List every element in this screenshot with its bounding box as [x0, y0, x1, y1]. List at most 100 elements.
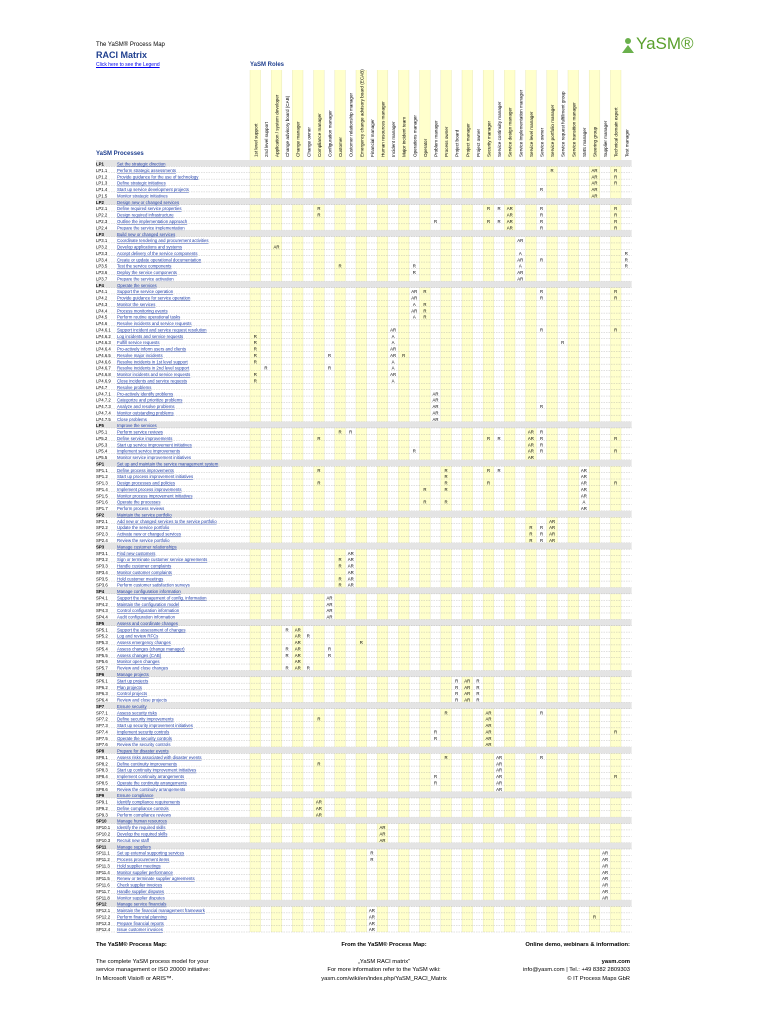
process-name[interactable]: Perform customer satisfaction surveys	[117, 583, 190, 588]
process-name[interactable]: Control configuration information	[117, 608, 180, 613]
process-name[interactable]: Assess emergency changes	[117, 640, 171, 645]
process-name[interactable]: Monitor service improvement initiatives	[117, 455, 191, 460]
process-name[interactable]: Design processes and policies	[117, 481, 175, 486]
process-name[interactable]: Hold supplier meetings	[117, 863, 161, 868]
process-name[interactable]: Design new or changed services	[117, 200, 179, 205]
process-name[interactable]: Renew or terminate supplier agreements	[117, 876, 195, 881]
process-name[interactable]: Coordinate tendering and procurement act…	[117, 238, 208, 243]
process-name[interactable]: Close problems	[117, 417, 147, 422]
process-name[interactable]: Add new or changed services to the servi…	[117, 519, 217, 524]
process-name[interactable]: Provide guidance for the use of technolo…	[117, 174, 199, 179]
process-name[interactable]: Define process improvements	[117, 468, 174, 473]
process-name[interactable]: Set up and maintain the service manageme…	[117, 461, 219, 466]
process-name[interactable]: Start up security improvement initiative…	[117, 723, 193, 728]
process-name[interactable]: Set up external supporting services	[117, 851, 184, 856]
process-name[interactable]: Start up service development projects	[117, 187, 189, 192]
process-name[interactable]: Review the service portfolio	[117, 538, 170, 543]
process-name[interactable]: Start up process improvement initiatives	[117, 474, 193, 479]
process-name[interactable]: Monitor incidents and service requests	[117, 372, 190, 377]
process-name[interactable]: Monitor strategic initiatives	[117, 193, 168, 198]
process-name[interactable]: Develop the required skills	[117, 831, 167, 836]
process-name[interactable]: Perform strategic assessments	[117, 168, 176, 173]
process-name[interactable]: Manage projects	[117, 672, 149, 677]
process-name[interactable]: Review and close projects	[117, 698, 167, 703]
process-name[interactable]: Manage service financials	[117, 902, 166, 907]
process-name[interactable]: Start up projects	[117, 678, 148, 683]
process-name[interactable]: Provide guidance for service operation	[117, 296, 191, 301]
legend-link[interactable]: Click here to see the Legend	[96, 62, 160, 68]
process-name[interactable]: Test the service components	[117, 264, 171, 269]
process-name[interactable]: Monitor the services	[117, 302, 155, 307]
process-name[interactable]: Accept delivery of the service component…	[117, 251, 198, 256]
process-name[interactable]: Define required service properties	[117, 206, 182, 211]
process-name[interactable]: Review and close changes	[117, 666, 168, 671]
process-name[interactable]: Hold customer meetings	[117, 576, 163, 581]
process-name[interactable]: Implement continuity arrangements	[117, 774, 184, 779]
process-name[interactable]: Resolve incidents in 1st level support	[117, 359, 189, 364]
process-name[interactable]: Maintain the configuration model	[117, 602, 179, 607]
process-name[interactable]: Ensure compliance	[117, 793, 154, 798]
process-name[interactable]: Support the assessment of changes	[117, 627, 186, 632]
process-name[interactable]: Identify compliance requirements	[117, 800, 180, 805]
process-name[interactable]: Define service improvements	[117, 436, 172, 441]
process-name[interactable]: Support the management of config. inform…	[117, 595, 207, 600]
process-name[interactable]: Assess and coordinate changes	[117, 621, 178, 626]
process-name[interactable]: Manage suppliers	[117, 844, 151, 849]
process-name[interactable]: Assess changes (CAB)	[117, 653, 162, 658]
process-name[interactable]: Operate the security controls	[117, 736, 172, 741]
process-name[interactable]: Create or update operational documentati…	[117, 257, 202, 262]
process-name[interactable]: Process procurement items	[117, 857, 169, 862]
process-name[interactable]: Perform compliance reviews	[117, 812, 171, 817]
process-name[interactable]: Resolve incidents and service requests	[117, 321, 192, 326]
process-name[interactable]: Start up continuity improvement initiati…	[117, 768, 196, 773]
process-name[interactable]: Maintain the financial management framew…	[117, 908, 206, 913]
process-name[interactable]: Define strategic initiatives	[117, 181, 166, 186]
process-name[interactable]: Identify the required skills	[117, 825, 165, 830]
process-name[interactable]: Check supplier invoices	[117, 883, 162, 888]
process-name[interactable]: Recruit new staff	[117, 838, 150, 843]
process-name[interactable]: Manage configuration information	[117, 589, 181, 594]
process-name[interactable]: Outline the implementation approach	[117, 219, 188, 224]
process-name[interactable]: Start up service improvement initiatives	[117, 442, 192, 447]
process-name[interactable]: Define compliance controls	[117, 806, 169, 811]
process-name[interactable]: Deploy the service components	[117, 270, 177, 275]
process-name[interactable]: Log incidents and service requests	[117, 334, 183, 339]
process-name[interactable]: Maintain the service portfolio	[117, 512, 172, 517]
process-name[interactable]: Assess risks associated with disaster ev…	[117, 755, 202, 760]
process-name[interactable]: Assess changes (change manager)	[117, 646, 185, 651]
process-name[interactable]: Control projects	[117, 691, 147, 696]
process-name[interactable]: Resolve problems	[117, 385, 151, 390]
process-name[interactable]: Implement process improvements	[117, 487, 181, 492]
process-name[interactable]: Issue customer invoices	[117, 927, 163, 932]
process-name[interactable]: Support incident and service request res…	[117, 327, 207, 332]
process-name[interactable]: Update the service portfolio	[117, 525, 170, 530]
process-name[interactable]: Ensure security	[117, 704, 147, 709]
process-name[interactable]: Audit configuration information	[117, 615, 176, 620]
process-name[interactable]: Log and review RFCs	[117, 634, 158, 639]
process-name[interactable]: Plan projects	[117, 685, 142, 690]
process-name[interactable]: Prepare for disaster events	[117, 749, 169, 754]
process-name[interactable]: Support the service operation	[117, 289, 174, 294]
process-name[interactable]: Monitor customer complaints	[117, 570, 172, 575]
process-name[interactable]: Fulfill service requests	[117, 340, 160, 345]
process-name[interactable]: Operate the services	[117, 283, 157, 288]
process-name[interactable]: Assess security risks	[117, 710, 157, 715]
process-name[interactable]: Define security improvements	[117, 717, 174, 722]
process-name[interactable]: Monitor process improvement initiatives	[117, 493, 192, 498]
process-name[interactable]: Sign or terminate customer service agree…	[117, 557, 207, 562]
process-name[interactable]: Design required infrastructure	[117, 213, 174, 218]
process-name[interactable]: Monitor outstanding problems	[117, 410, 174, 415]
process-name[interactable]: Review the continuity arrangements	[117, 787, 185, 792]
process-name[interactable]: Categorize and prioritize problems	[117, 398, 182, 403]
process-name[interactable]: Pro-actively inform users and clients	[117, 347, 186, 352]
process-name[interactable]: Resolve incidents in 2nd level support	[117, 366, 190, 371]
process-name[interactable]: Operate the processes	[117, 500, 160, 505]
process-name[interactable]: Implement service improvements	[117, 449, 180, 454]
process-name[interactable]: Set the strategic direction	[117, 162, 166, 167]
process-name[interactable]: Find new customers	[117, 551, 155, 556]
process-name[interactable]: Monitor supplier performance	[117, 870, 173, 875]
process-name[interactable]: Handle supplier disputes	[117, 889, 164, 894]
process-name[interactable]: Analyze and resolve problems	[117, 404, 175, 409]
process-name[interactable]: Resolve major incidents	[117, 353, 163, 358]
process-name[interactable]: Perform routine operational tasks	[117, 315, 180, 320]
